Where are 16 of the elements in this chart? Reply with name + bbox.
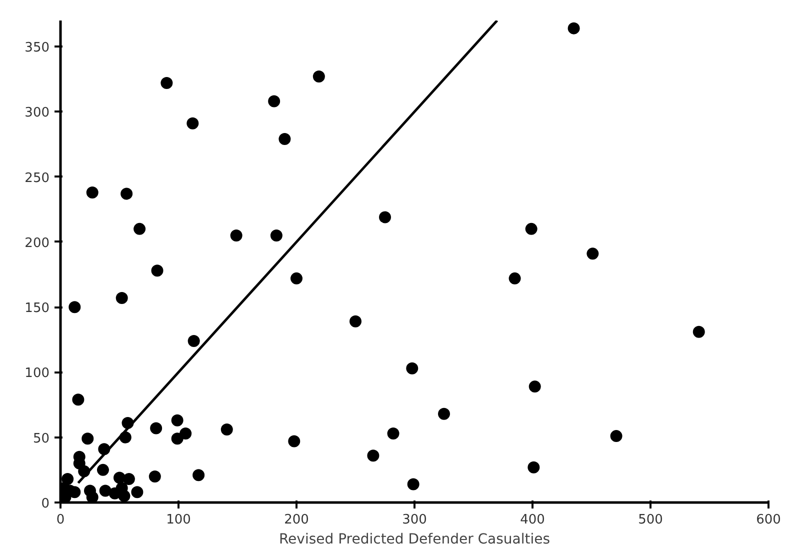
x-tick-label: 400 [520, 512, 545, 528]
x-tick-label: 0 [56, 512, 65, 528]
y-tick-label: 350 [24, 40, 50, 56]
x-tick-label: 100 [166, 512, 191, 528]
y-tick-label: 150 [24, 301, 50, 316]
y-tick-label: 50 [32, 431, 50, 446]
x-tick-label: 500 [638, 512, 663, 528]
x-axis-title: Revised Predicted Defender Casualties [278, 532, 550, 548]
y-tick-label: 250 [24, 170, 50, 186]
x-tick-label: 600 [756, 512, 781, 528]
x-tick-label: 300 [402, 512, 427, 528]
y-tick-label: 0 [41, 496, 50, 512]
y-tick-label: 300 [24, 106, 50, 121]
x-tick-label: 200 [284, 512, 309, 528]
y-tick-label: 200 [24, 236, 50, 251]
y-tick-label: 100 [24, 366, 50, 382]
